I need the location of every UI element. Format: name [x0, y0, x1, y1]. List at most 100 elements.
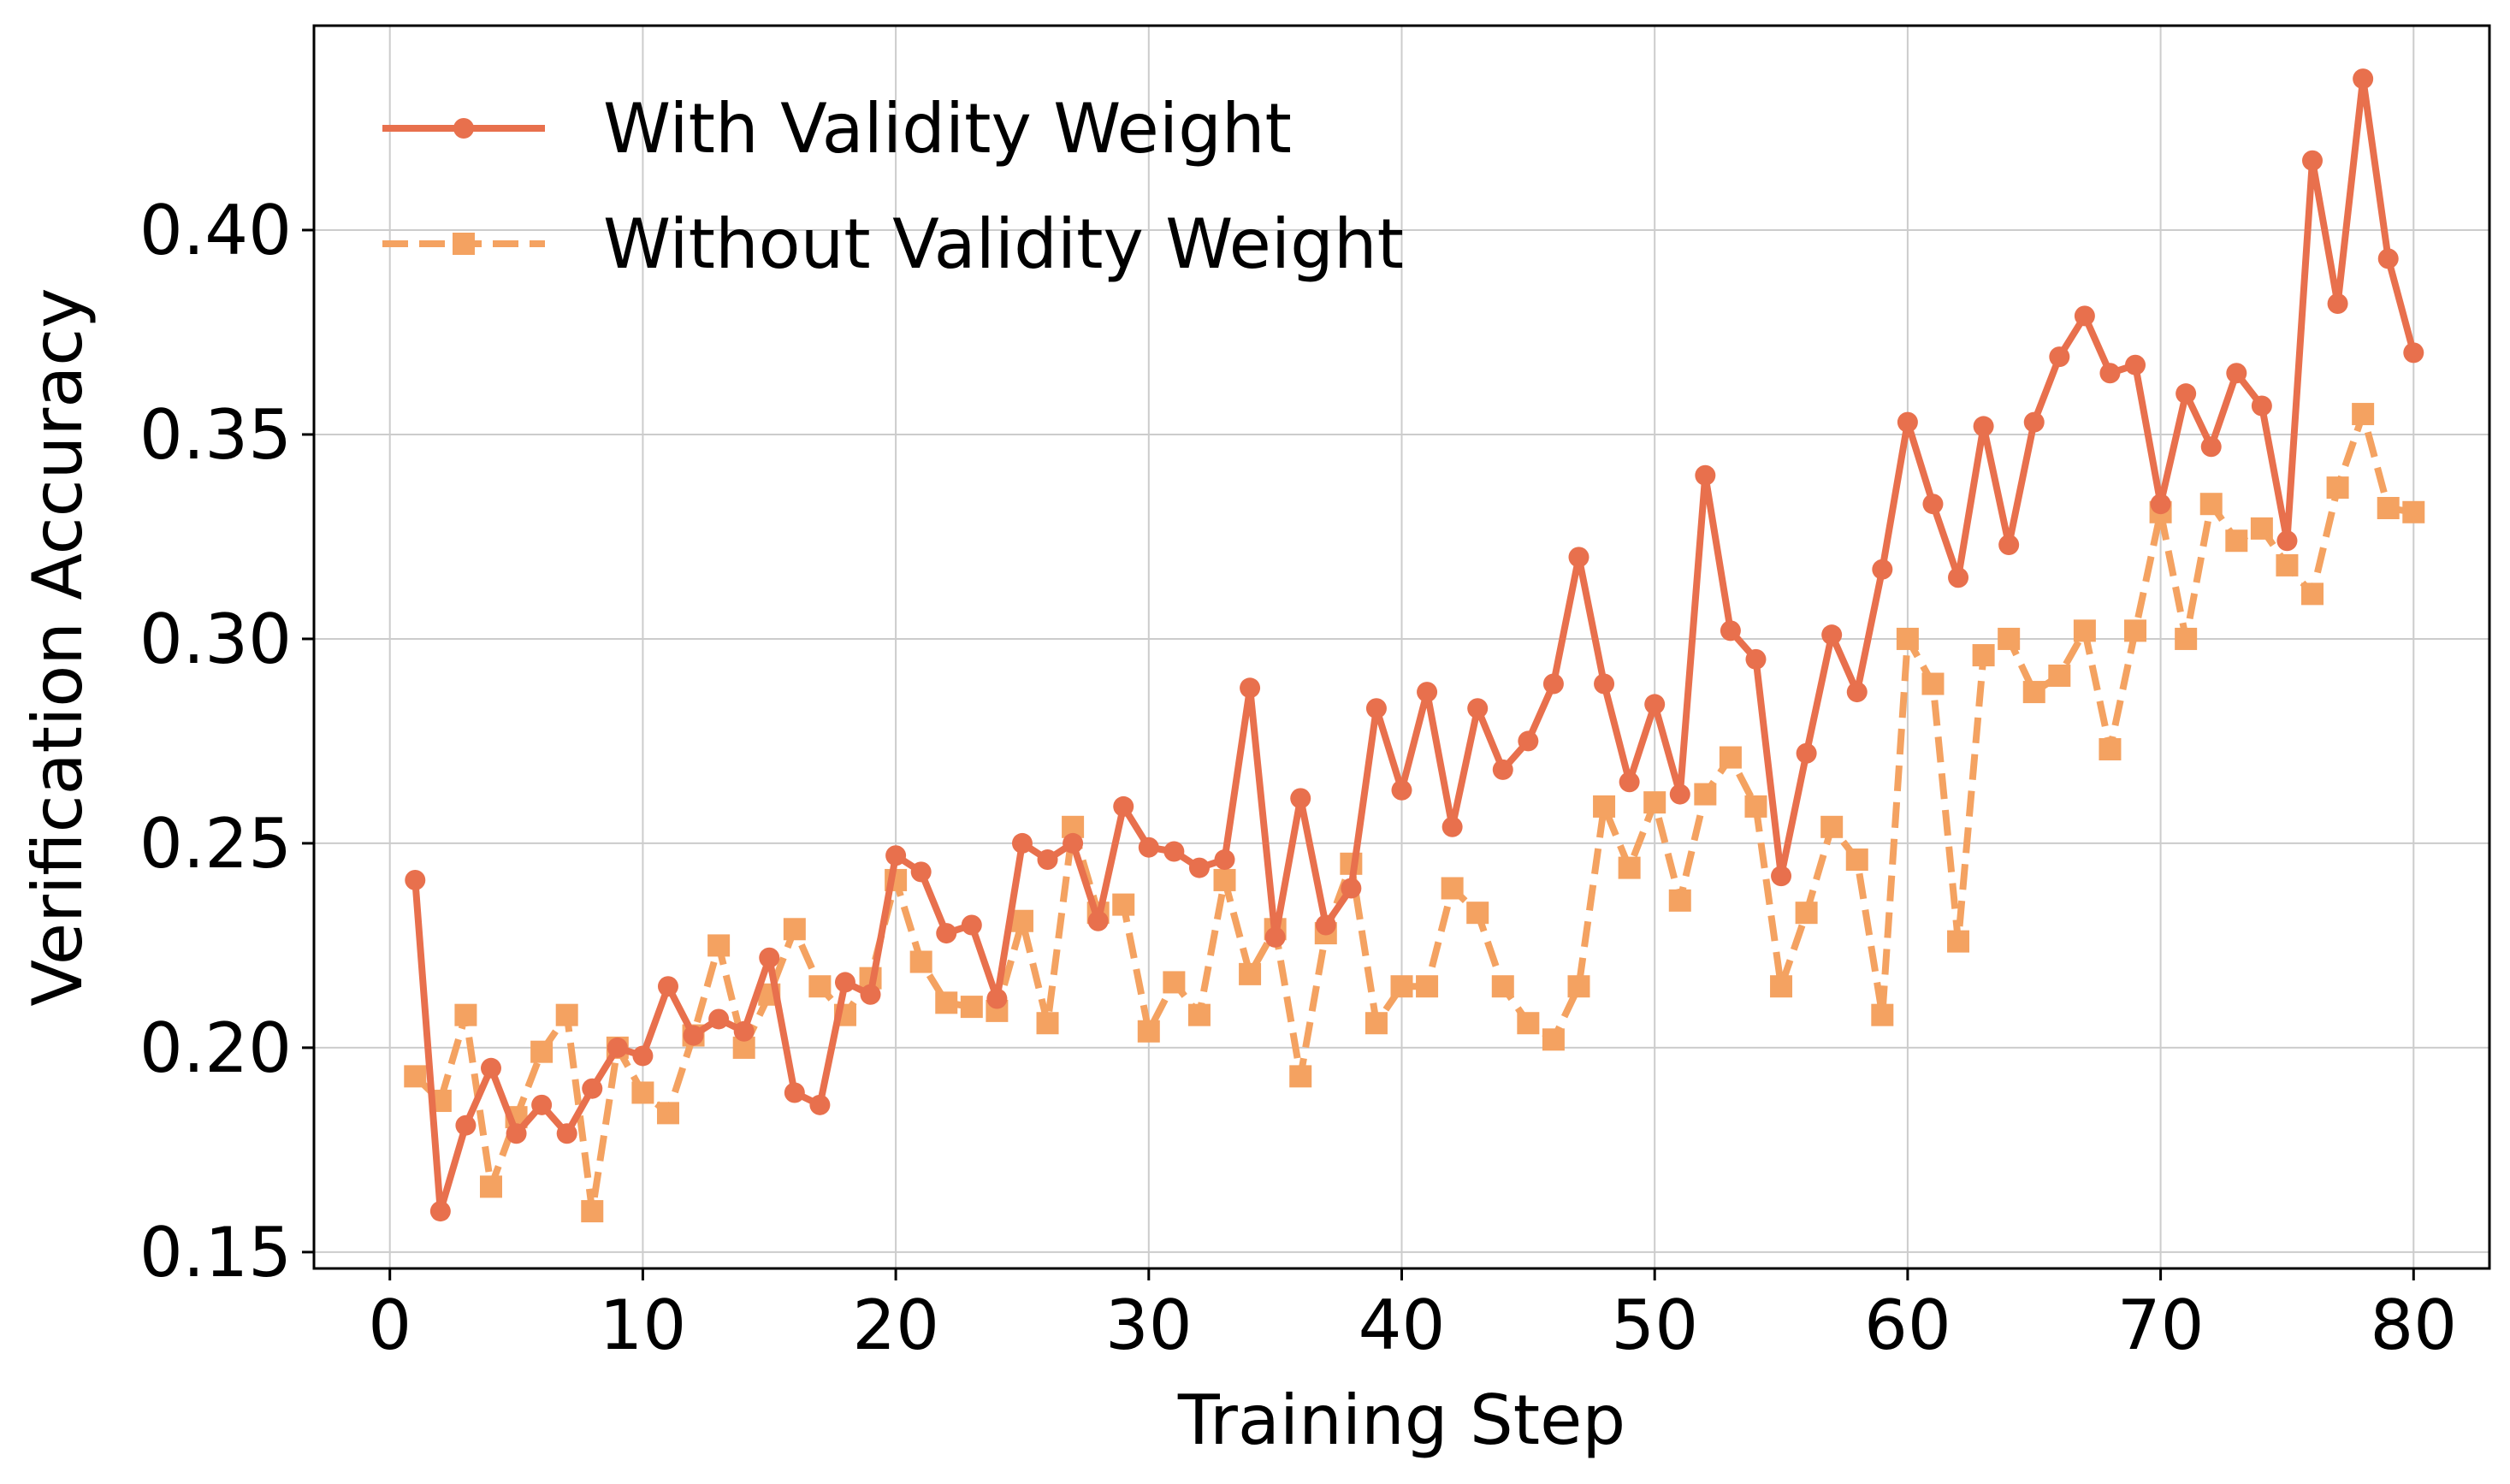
data-point: [1948, 567, 1969, 588]
data-point: [1315, 914, 1336, 936]
legend-swatch-marker: [453, 118, 474, 139]
data-point: [1947, 930, 1970, 953]
data-point: [2276, 553, 2299, 576]
y-tick-label: 0.20: [139, 1008, 292, 1088]
data-point: [733, 1020, 755, 1042]
data-point: [1593, 795, 1616, 818]
data-point: [1010, 909, 1033, 932]
data-point: [910, 861, 932, 883]
data-point: [808, 975, 832, 998]
data-point: [935, 991, 958, 1014]
data-point: [404, 1065, 427, 1088]
data-point: [1137, 1020, 1160, 1043]
data-point: [961, 914, 982, 936]
data-point: [2226, 363, 2247, 384]
data-point: [1518, 730, 1539, 752]
data-point: [834, 972, 855, 993]
data-point: [1872, 559, 1893, 580]
data-point: [708, 1008, 730, 1030]
data-point: [1290, 788, 1311, 809]
x-tick-label: 70: [2117, 1286, 2205, 1365]
data-point: [2250, 517, 2273, 540]
data-point: [1897, 411, 1918, 433]
data-point: [1846, 682, 1868, 703]
data-point: [2125, 354, 2146, 375]
data-point: [1795, 902, 1818, 925]
data-point: [2176, 383, 2197, 405]
data-point: [405, 869, 426, 890]
grid: [314, 26, 2489, 1268]
data-point: [1163, 971, 1186, 994]
data-point: [2377, 248, 2399, 269]
data-point: [784, 1082, 805, 1103]
data-point: [1669, 783, 1690, 805]
data-point: [1063, 832, 1084, 854]
data-point: [2124, 619, 2147, 642]
data-point: [809, 1094, 831, 1115]
data-point: [783, 918, 806, 941]
data-point: [2175, 627, 2198, 650]
data-point: [656, 1102, 679, 1125]
data-point: [1341, 878, 1362, 899]
data-point: [2302, 150, 2324, 171]
data-point: [1011, 832, 1033, 854]
data-point: [480, 1057, 501, 1079]
legend-swatch-marker: [453, 233, 475, 255]
data-point: [1289, 1065, 1312, 1088]
data-point: [582, 1078, 603, 1099]
data-point: [454, 1003, 477, 1026]
data-point: [632, 1045, 654, 1067]
data-point: [2403, 342, 2424, 364]
data-point: [1467, 698, 1489, 719]
data-point: [1542, 673, 1564, 695]
data-point: [1694, 783, 1717, 806]
data-point: [2251, 395, 2272, 417]
data-point: [936, 923, 957, 944]
data-point: [1745, 648, 1767, 670]
data-point: [1845, 848, 1868, 872]
data-point: [986, 988, 1008, 1009]
data-point: [2099, 363, 2121, 384]
data-point: [657, 976, 678, 997]
data-point: [2402, 500, 2425, 523]
data-point: [1365, 1012, 1388, 1035]
data-point: [707, 934, 731, 957]
data-point: [1594, 673, 1615, 695]
data-point: [1820, 815, 1844, 838]
data-point: [1896, 627, 1919, 650]
data-point: [1187, 1003, 1211, 1026]
x-tick-label: 80: [2370, 1286, 2457, 1365]
data-point: [1643, 791, 1666, 814]
data-point: [2150, 494, 2171, 515]
data-point: [1365, 698, 1387, 719]
y-tick-label: 0.35: [139, 395, 292, 475]
data-point: [1492, 759, 1513, 780]
data-point: [1466, 902, 1489, 925]
data-point: [1240, 677, 1261, 699]
data-point: [556, 1123, 577, 1144]
data-point: [1567, 975, 1590, 998]
data-point: [2023, 411, 2045, 433]
data-point: [1416, 975, 1439, 998]
data-point: [1618, 856, 1641, 879]
x-tick-label: 20: [852, 1286, 939, 1365]
data-point: [1998, 535, 2020, 556]
data-point: [1036, 1012, 1059, 1035]
x-axis-title: Training Step: [1177, 1381, 1625, 1460]
data-point: [2326, 476, 2349, 500]
data-point: [2073, 619, 2096, 642]
data-point: [759, 947, 780, 968]
data-point: [2352, 403, 2375, 426]
data-point: [607, 1037, 628, 1058]
data-point: [2353, 68, 2374, 90]
x-tick-label: 60: [1864, 1286, 1951, 1365]
legend-label: With Validity Weight: [603, 89, 1292, 169]
data-point: [2276, 530, 2298, 552]
data-point: [683, 1025, 704, 1046]
ticks: 0 10 20 30 40 50 60 70 80 0.15 0.20 0.25 0.30 0.35 0.4…: [139, 191, 2457, 1365]
data-point: [2022, 681, 2045, 704]
data-point: [1720, 620, 1741, 641]
data-point: [1087, 910, 1109, 931]
data-point: [1719, 746, 1742, 769]
